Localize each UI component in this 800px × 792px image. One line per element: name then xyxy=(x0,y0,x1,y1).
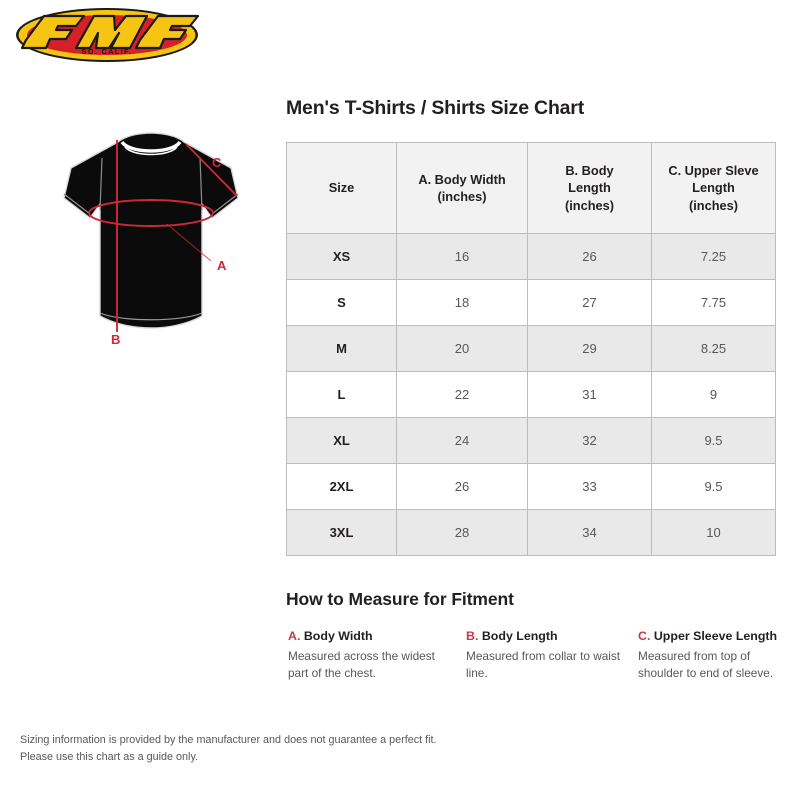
cell-sleeve-length: 9 xyxy=(651,371,776,418)
column-header-body-width-line1: A. Body Width xyxy=(418,171,506,187)
shirt-right-sleeve-seam xyxy=(199,157,203,211)
table-row: 2XL 26 33 9.5 xyxy=(286,463,776,510)
cell-body-width: 26 xyxy=(396,463,528,510)
cell-body-width: 22 xyxy=(396,371,528,418)
column-header-size-line1: Size xyxy=(328,180,355,196)
table-row: L 22 31 9 xyxy=(286,371,776,418)
cell-sleeve-length: 10 xyxy=(651,509,776,556)
measure-line-a-chest-ellipse xyxy=(88,199,214,227)
measure-item-a-desc: Measured across the widest part of the c… xyxy=(288,648,435,681)
table-row: S 18 27 7.75 xyxy=(286,279,776,326)
shirt-left-sleeve-seam xyxy=(99,157,103,211)
table-header-row: Size A. Body Width (inches) B. Body Leng… xyxy=(286,142,776,234)
measure-item-c-key: C. xyxy=(638,629,651,643)
cell-size: XS xyxy=(286,233,397,280)
cell-sleeve-length: 9.5 xyxy=(651,417,776,464)
cell-body-length: 27 xyxy=(527,279,652,326)
cell-sleeve-length: 7.75 xyxy=(651,279,776,326)
tshirt-measurement-diagram: A B C xyxy=(26,120,276,347)
measure-marker-c: C xyxy=(212,155,222,170)
measure-item-b-label: B. Body Length xyxy=(466,628,631,646)
table-row: M 20 29 8.25 xyxy=(286,325,776,372)
shirt-right-sleeve-hem xyxy=(211,193,239,215)
logo-wordmark xyxy=(20,14,200,50)
shirt-left-sleeve-hem xyxy=(63,193,91,215)
column-header-body-length-line2: Length xyxy=(568,180,611,196)
logo-tagline: SO. CALIF. xyxy=(82,47,133,56)
size-chart-table-head: Size A. Body Width (inches) B. Body Leng… xyxy=(286,142,776,234)
column-header-body-width-line2: (inches) xyxy=(437,189,487,204)
cell-body-width: 16 xyxy=(396,233,528,280)
cell-size: L xyxy=(286,371,397,418)
measure-item-c-desc: Measured from top of shoulder to end of … xyxy=(638,648,774,681)
fmf-logo-svg: SO. CALIF. xyxy=(16,8,200,62)
measure-item-c-title: Upper Sleeve Length xyxy=(653,629,778,643)
table-row: 3XL 28 34 10 xyxy=(286,509,776,556)
column-header-body-length: B. Body Length (inches) xyxy=(527,142,652,234)
cell-body-length: 26 xyxy=(527,233,652,280)
cell-body-length: 34 xyxy=(527,509,652,556)
table-row: XS 16 26 7.25 xyxy=(286,233,776,280)
cell-sleeve-length: 8.25 xyxy=(651,325,776,372)
measure-item-sleeve-length: C. Upper Sleeve Length Measured from top… xyxy=(638,628,788,683)
cell-body-width: 20 xyxy=(396,325,528,372)
measure-item-b-title: Body Length xyxy=(481,629,558,643)
cell-body-length: 32 xyxy=(527,417,652,464)
measure-item-a-label: A. Body Width xyxy=(288,628,453,646)
column-header-sleeve-length-line1: C. Upper Sleve xyxy=(668,163,759,179)
size-chart-table: Size A. Body Width (inches) B. Body Leng… xyxy=(286,142,776,556)
column-header-size: Size xyxy=(286,142,397,234)
footer-disclaimer: Sizing information is provided by the ma… xyxy=(20,732,440,767)
measure-leader-a xyxy=(166,223,212,262)
table-row: XL 24 32 9.5 xyxy=(286,417,776,464)
size-chart-table-container: Size A. Body Width (inches) B. Body Leng… xyxy=(286,142,776,556)
cell-size: M xyxy=(286,325,397,372)
cell-size: XL xyxy=(286,417,397,464)
column-header-sleeve-length: C. Upper Sleve Length (inches) xyxy=(651,142,776,234)
cell-size: 2XL xyxy=(286,463,397,510)
column-header-sleeve-length-line3: (inches) xyxy=(688,197,739,213)
how-to-measure-heading: How to Measure for Fitment xyxy=(286,589,514,609)
shirt-collar-inner xyxy=(124,146,178,156)
measure-line-c-sleeve xyxy=(185,143,238,197)
measure-item-body-length: B. Body Length Measured from collar to w… xyxy=(466,628,631,683)
cell-sleeve-length: 7.25 xyxy=(651,233,776,280)
column-header-body-length-line1: B. Body xyxy=(565,163,614,179)
measure-item-body-width: A. Body Width Measured across the widest… xyxy=(288,628,453,683)
size-chart-table-body: XS 16 26 7.25 S 18 27 7.75 M 20 29 8.25 … xyxy=(286,233,776,556)
cell-size: 3XL xyxy=(286,509,397,556)
page-title: Men's T-Shirts / Shirts Size Chart xyxy=(286,97,584,119)
column-header-sleeve-length-line2: Length xyxy=(692,180,735,196)
cell-body-width: 28 xyxy=(396,509,528,556)
measure-item-c-label: C. Upper Sleeve Length xyxy=(638,628,788,646)
cell-body-length: 33 xyxy=(527,463,652,510)
measure-item-b-key: B. xyxy=(466,629,479,643)
column-header-body-length-line3: (inches) xyxy=(564,197,615,213)
fmf-logo: SO. CALIF. xyxy=(14,4,200,66)
measure-item-b-desc: Measured from collar to waist line. xyxy=(466,648,621,681)
cell-body-length: 29 xyxy=(527,325,652,372)
cell-size: S xyxy=(286,279,397,326)
measure-marker-a: A xyxy=(217,258,227,273)
footer-disclaimer-line2: Please use this chart as a guide only. xyxy=(20,751,199,764)
shirt-collar-outer xyxy=(120,140,182,153)
cell-sleeve-length: 9.5 xyxy=(651,463,776,510)
tshirt-diagram-svg: A B C xyxy=(63,132,239,347)
column-header-body-width: A. Body Width (inches) xyxy=(396,142,528,234)
measure-marker-b: B xyxy=(111,332,120,345)
cell-body-width: 24 xyxy=(396,417,528,464)
measure-item-a-key: A. xyxy=(288,629,301,643)
cell-body-width: 18 xyxy=(396,279,528,326)
footer-disclaimer-line1: Sizing information is provided by the ma… xyxy=(20,734,437,746)
measure-item-a-title: Body Width xyxy=(303,629,373,643)
shirt-body-shape xyxy=(63,132,239,329)
cell-body-length: 31 xyxy=(527,371,652,418)
shirt-hem-line xyxy=(99,312,203,321)
